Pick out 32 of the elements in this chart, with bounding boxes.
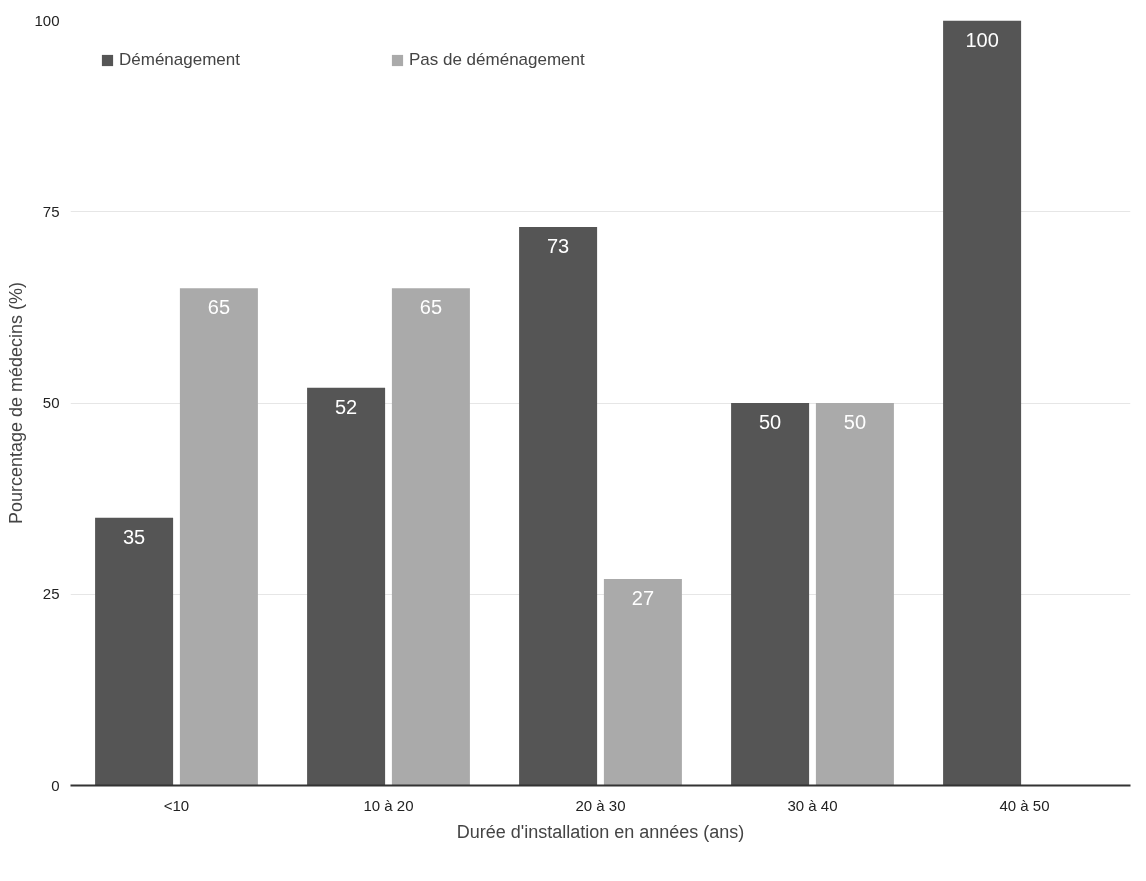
data-label: 100 xyxy=(965,28,999,51)
x-tick-label: <10 xyxy=(163,796,190,814)
bar xyxy=(307,387,386,786)
y-tick-label: 0 xyxy=(51,776,60,794)
y-tick-label: 25 xyxy=(42,585,60,603)
bar xyxy=(731,403,810,786)
x-tick-label: 30 à 40 xyxy=(787,796,838,814)
y-tick-label: 50 xyxy=(42,394,60,411)
y-tick-label: 75 xyxy=(42,202,60,220)
data-label: 73 xyxy=(546,235,570,258)
legend-label: Déménagement xyxy=(119,50,240,70)
bar xyxy=(95,517,174,786)
x-axis-title: Durée d'installation en années (ans) xyxy=(456,821,745,842)
bar xyxy=(391,288,470,786)
data-label: 52 xyxy=(334,395,358,418)
data-label: 35 xyxy=(122,525,146,548)
x-tick-label: 10 à 20 xyxy=(363,796,414,814)
data-label: 50 xyxy=(758,411,782,433)
data-label: 50 xyxy=(843,411,867,433)
data-label: 65 xyxy=(207,296,231,319)
bar xyxy=(943,20,1022,786)
data-label: 65 xyxy=(419,296,443,319)
bar xyxy=(603,578,682,786)
bar xyxy=(179,288,258,786)
legend-label: Pas de déménagement xyxy=(408,50,585,70)
x-tick-label: 40 à 50 xyxy=(999,796,1050,814)
x-tick-label: 20 à 30 xyxy=(575,796,626,814)
y-tick-label: 100 xyxy=(34,11,60,29)
y-axis-title: Pourcentage de médecins (%) xyxy=(6,281,27,525)
bar xyxy=(815,403,894,786)
data-label: 27 xyxy=(631,586,655,609)
bar xyxy=(519,227,598,786)
